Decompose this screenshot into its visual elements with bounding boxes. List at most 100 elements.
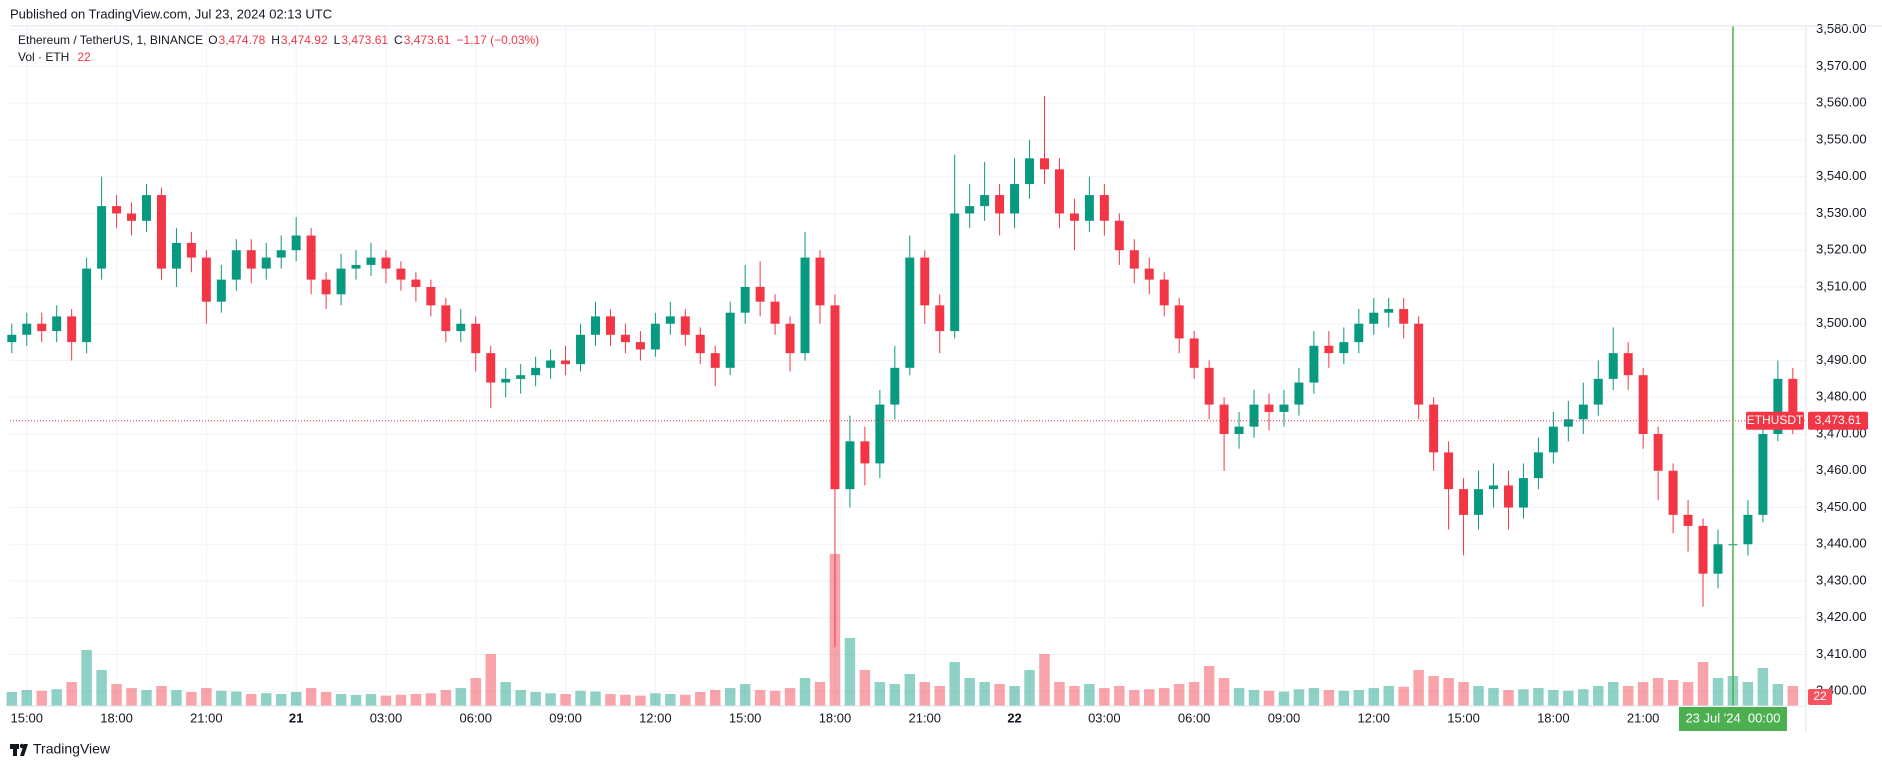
candle-body [665, 316, 675, 324]
volume-bar [1263, 690, 1275, 706]
volume-bar [949, 662, 960, 706]
candle-body [1279, 404, 1289, 412]
volume-bar [1114, 686, 1125, 706]
candle-body [1159, 279, 1169, 306]
candle-body [1099, 195, 1109, 221]
volume-bar [1667, 680, 1679, 706]
y-tick-label: 3,440.00 [1816, 536, 1867, 551]
x-tick-label: 03:00 [370, 710, 403, 725]
legend-name: Ethereum / TetherUS, 1, BINANCE [18, 33, 203, 47]
candle-body [1204, 367, 1214, 405]
x-tick-label: 18:00 [1537, 710, 1570, 725]
volume-bar [964, 678, 975, 706]
volume-bar [1099, 688, 1110, 706]
volume-bar [36, 690, 47, 706]
volume-bar [799, 678, 811, 706]
candle-body [890, 367, 900, 405]
volume-bar [81, 650, 92, 706]
volume-bar [156, 686, 167, 706]
candle-body [1593, 378, 1603, 405]
candle-body [1713, 544, 1723, 574]
volume-bar [485, 654, 496, 706]
candle-body [516, 375, 526, 379]
legend-o: O [208, 33, 217, 47]
price-badge-label: 3,473.61 [1815, 413, 1862, 427]
volume-bar [1488, 688, 1499, 706]
footer-brand: TradingView [33, 741, 111, 757]
volume-bar [724, 688, 736, 706]
candle-body [531, 367, 541, 376]
y-tick-label: 3,550.00 [1816, 131, 1867, 146]
volume-bar [1518, 689, 1529, 706]
candle-body [905, 257, 915, 368]
candle-body [1743, 514, 1753, 545]
y-tick-label: 3,530.00 [1816, 205, 1867, 220]
candle-body [546, 360, 556, 368]
candle-body [1114, 220, 1124, 251]
volume-bar [1144, 689, 1155, 706]
volume-bar [1533, 688, 1544, 706]
candle-body [830, 305, 840, 490]
volume-bar [380, 695, 392, 706]
candle-body [1503, 485, 1513, 508]
volume-bar [335, 694, 347, 706]
volume-bar [1293, 689, 1305, 706]
volume-bar [365, 694, 377, 706]
volume-bar [889, 684, 901, 706]
volume-bar [1024, 670, 1035, 706]
volume-bar [754, 690, 766, 706]
candle-body [171, 242, 181, 269]
candle-body [875, 404, 885, 464]
volume-bar [1503, 690, 1514, 706]
volume-bar [290, 692, 302, 706]
volume-bar [859, 670, 871, 706]
candle-body [426, 286, 436, 306]
crosshair-time-label: 23 Jul '24 00:00 [1685, 710, 1780, 725]
legend-c: C [394, 33, 403, 47]
candle-body [576, 334, 586, 365]
x-tick-label: 21 [289, 710, 303, 725]
candle-body [1668, 470, 1678, 515]
candle-body [635, 342, 645, 350]
x-tick-label: 06:00 [1178, 710, 1211, 725]
volume-bar [246, 694, 257, 706]
volume-bar [814, 682, 826, 706]
volume-bar [1158, 688, 1170, 706]
volume-bar [6, 692, 18, 706]
legend-h: H [271, 33, 280, 47]
candle-body [1459, 489, 1469, 515]
volume-bar [784, 688, 796, 706]
volume-bar [739, 684, 751, 706]
y-tick-label: 3,430.00 [1816, 572, 1867, 587]
candle-body [1474, 489, 1484, 515]
volume-bar [1712, 678, 1724, 706]
candle-body [1054, 169, 1064, 214]
legend-l: L [334, 33, 341, 47]
candle-body [1144, 268, 1154, 280]
volume-bar [1458, 682, 1469, 706]
candle-body [276, 250, 286, 258]
symbol-badge-label: ETHUSDT [1747, 413, 1804, 427]
volume-bar [410, 694, 422, 706]
x-tick-label: 12:00 [1357, 710, 1390, 725]
candle-body [366, 257, 376, 265]
candle-body [770, 301, 780, 324]
candle-body [336, 268, 346, 295]
volume-badge-label: 22 [1813, 689, 1827, 703]
volume-bar [620, 694, 631, 706]
candle-body [291, 235, 301, 251]
volume-bar [1173, 684, 1185, 706]
volume-bar [1278, 691, 1290, 706]
volume-bar [1742, 682, 1754, 706]
candle-body [351, 264, 361, 269]
price-badge [1808, 411, 1868, 430]
x-tick-label: 03:00 [1088, 710, 1121, 725]
volume-bar [650, 693, 661, 706]
candle-body [1414, 323, 1424, 405]
candle-body [1399, 309, 1409, 324]
y-tick-label: 3,540.00 [1816, 168, 1867, 183]
candle-body [411, 279, 421, 287]
volume-bar [1697, 662, 1709, 706]
x-tick-label: 09:00 [549, 710, 582, 725]
